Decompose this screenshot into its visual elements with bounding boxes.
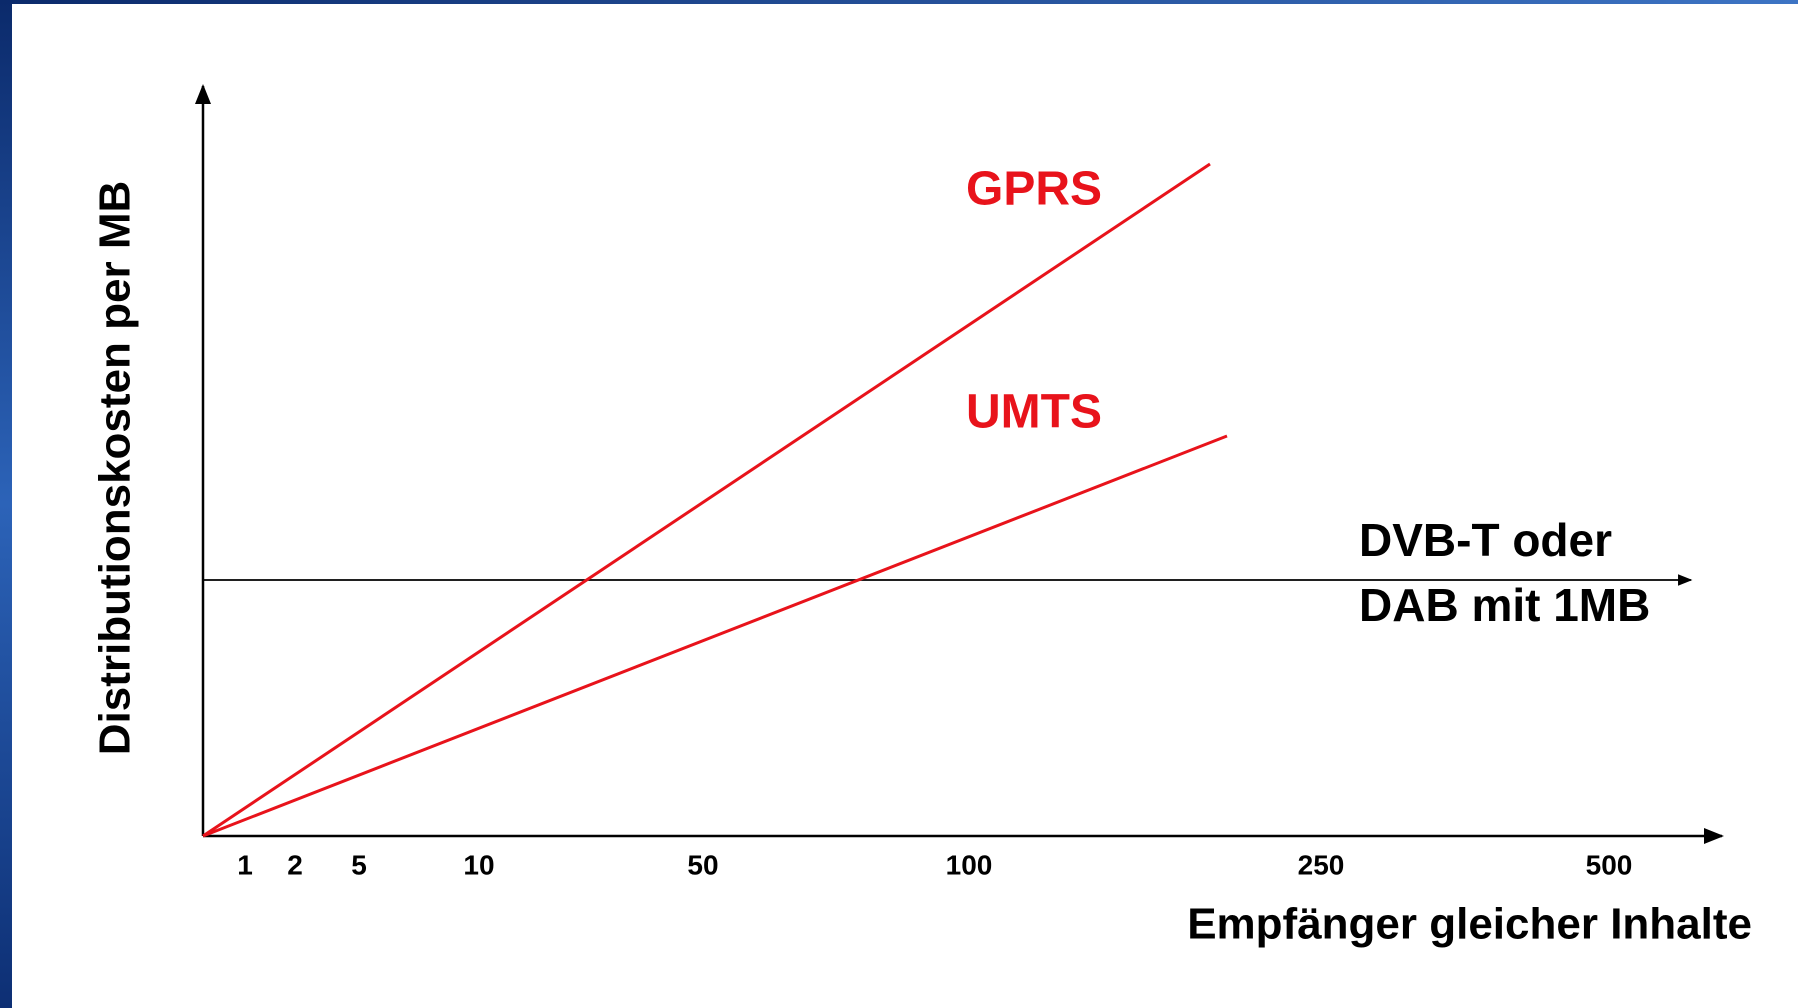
y-axis-label: Distributionskosten per MB <box>91 181 140 756</box>
x-tick-labels: 1 2 5 10 50 100 250 500 <box>237 849 1632 880</box>
x-tick-label: 100 <box>946 849 993 880</box>
x-tick-label: 1 <box>237 849 253 880</box>
frame-top <box>0 0 1798 4</box>
x-tick-label: 5 <box>351 849 367 880</box>
x-tick-label: 50 <box>687 849 718 880</box>
x-tick-label: 2 <box>287 849 303 880</box>
umts-line <box>202 434 1228 838</box>
line-label: UMTS <box>966 386 1102 439</box>
reference-label: DVB-T oder <box>1359 514 1612 566</box>
x-tick-label: 10 <box>463 849 494 880</box>
gprs-line <box>202 162 1211 838</box>
frame-left <box>0 0 12 1008</box>
x-tick-label: 250 <box>1298 849 1345 880</box>
x-tick-label: 500 <box>1586 849 1633 880</box>
x-axis-label: Empfänger gleicher Inhalte <box>1187 900 1752 949</box>
line-label: GPRS <box>966 163 1102 216</box>
reference-label: DAB mit 1MB <box>1359 579 1650 631</box>
